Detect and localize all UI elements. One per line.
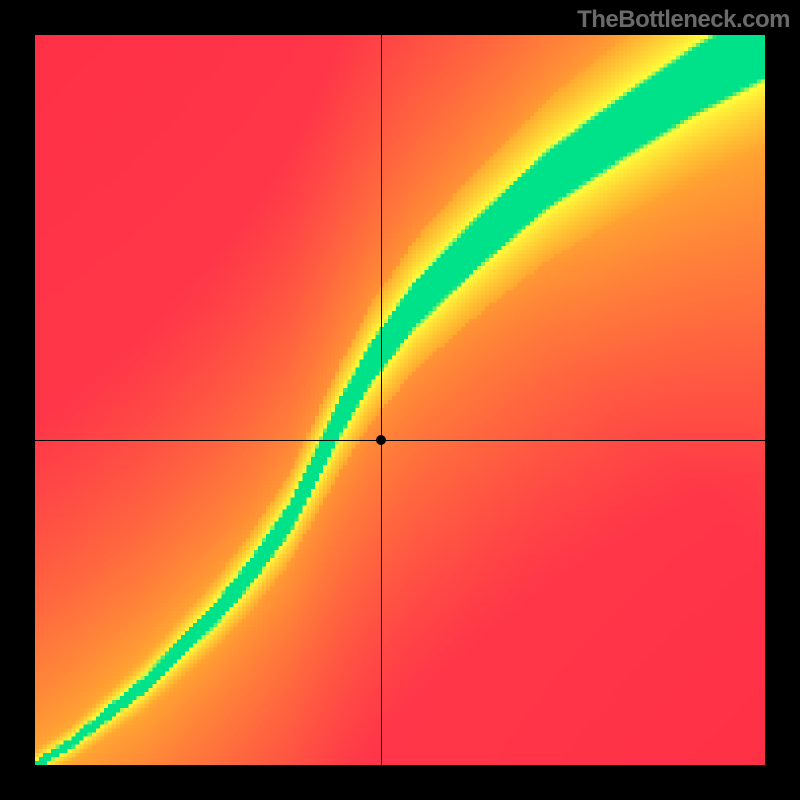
watermark-text: TheBottleneck.com	[577, 6, 790, 34]
crosshair-vertical	[381, 35, 382, 765]
chart-container: TheBottleneck.com	[0, 0, 800, 800]
plot-area	[35, 35, 765, 765]
crosshair-horizontal	[35, 440, 765, 441]
heatmap-canvas	[35, 35, 765, 765]
